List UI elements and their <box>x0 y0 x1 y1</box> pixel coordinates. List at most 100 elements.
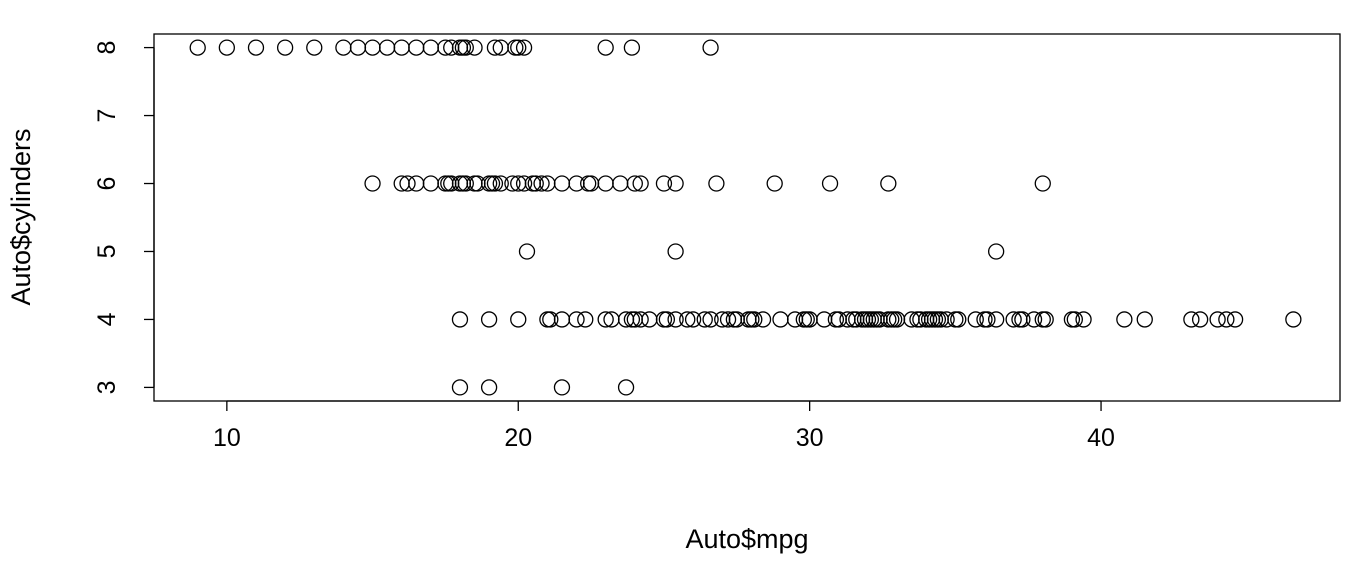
data-point <box>492 175 509 192</box>
data-point <box>880 175 897 192</box>
data-point <box>967 311 984 328</box>
data-point <box>364 175 381 192</box>
x-tick-label: 10 <box>213 424 241 452</box>
y-tick-label: 3 <box>93 380 121 394</box>
data-point <box>440 175 457 192</box>
data-point <box>553 311 571 328</box>
data-point <box>533 175 550 192</box>
data-point <box>515 39 533 56</box>
data-point <box>830 311 847 328</box>
data-point <box>1116 311 1133 328</box>
data-point <box>719 311 737 328</box>
y-tick-label: 4 <box>93 312 121 326</box>
data-point <box>1014 311 1031 328</box>
data-point <box>938 311 955 328</box>
data-point <box>655 175 673 192</box>
data-point <box>1183 311 1200 328</box>
data-point <box>466 39 483 56</box>
data-point <box>306 39 323 56</box>
data-point <box>623 39 641 56</box>
data-point <box>553 379 571 396</box>
data-point <box>542 311 559 328</box>
data-point <box>504 175 521 192</box>
x-axis-title: Auto$mpg <box>685 524 808 554</box>
data-point <box>1285 311 1302 328</box>
data-point <box>772 311 789 328</box>
data-point <box>816 311 833 328</box>
data-point <box>1191 311 1209 328</box>
data-point <box>1218 311 1235 328</box>
data-point <box>524 175 541 192</box>
data-point <box>1226 311 1244 328</box>
data-point <box>515 175 533 192</box>
data-point <box>1063 311 1081 328</box>
data-point <box>527 175 544 192</box>
data-point <box>510 39 527 56</box>
data-point <box>507 39 524 56</box>
data-point <box>728 311 745 328</box>
plot-frame <box>153 33 1341 402</box>
y-tick-label: 8 <box>93 41 121 55</box>
data-point <box>349 39 367 56</box>
data-point <box>568 175 585 192</box>
data-point <box>947 311 964 328</box>
data-point <box>408 39 425 56</box>
data-point <box>684 311 702 328</box>
data-point <box>451 379 469 396</box>
data-point <box>743 311 760 328</box>
x-tick-label: 30 <box>796 424 824 452</box>
data-point <box>821 175 839 192</box>
data-point <box>568 311 585 328</box>
data-point <box>454 175 472 192</box>
data-point <box>422 39 439 56</box>
data-point <box>378 39 396 56</box>
data-point <box>632 175 649 192</box>
data-point <box>1025 311 1043 328</box>
data-point <box>696 311 713 328</box>
data-point <box>597 175 614 192</box>
data-point <box>786 311 804 328</box>
data-point <box>218 39 236 56</box>
data-point <box>553 175 571 192</box>
data-point <box>457 175 474 192</box>
data-point <box>247 39 265 56</box>
data-point <box>1209 311 1226 328</box>
data-point <box>754 311 772 328</box>
y-tick-label: 7 <box>93 109 121 123</box>
data-point <box>667 311 684 328</box>
data-point <box>1136 311 1153 328</box>
data-point <box>658 311 676 328</box>
data-point <box>580 175 597 192</box>
data-point <box>667 243 684 260</box>
data-point <box>577 311 594 328</box>
data-point <box>667 175 684 192</box>
data-point <box>480 379 498 396</box>
data-point <box>451 311 469 328</box>
data-point <box>1037 311 1054 328</box>
data-point <box>626 175 643 192</box>
data-point <box>987 243 1005 260</box>
data-point <box>708 175 725 192</box>
data-point <box>1075 311 1092 328</box>
data-point <box>486 175 504 192</box>
x-tick-label: 40 <box>1087 424 1115 452</box>
data-point <box>641 311 658 328</box>
data-point <box>399 175 416 192</box>
data-point <box>483 175 501 192</box>
data-point <box>655 311 673 328</box>
data-point <box>422 175 439 192</box>
data-point <box>1034 311 1051 328</box>
data-point <box>597 311 614 328</box>
data-point <box>987 311 1005 328</box>
data-point <box>798 311 815 328</box>
data-point <box>766 175 783 192</box>
data-point <box>364 39 381 56</box>
data-point <box>457 39 474 56</box>
data-point <box>612 175 629 192</box>
data-point <box>1034 175 1051 192</box>
data-point <box>539 311 556 328</box>
data-point <box>408 175 425 192</box>
data-point <box>746 311 763 328</box>
data-point <box>466 175 483 192</box>
